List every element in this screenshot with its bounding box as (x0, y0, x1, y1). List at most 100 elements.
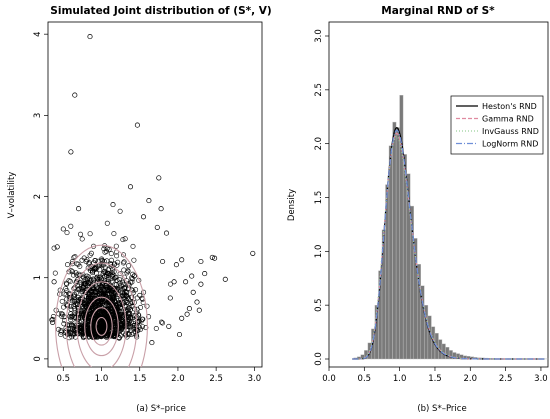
scatter-point (179, 257, 185, 263)
scatter-point (94, 270, 100, 276)
scatter-point (77, 286, 83, 292)
scatter-point (111, 333, 117, 339)
scatter-point (146, 314, 152, 320)
scatter-point (107, 314, 113, 320)
x-tick-label: 2.0 (171, 374, 185, 384)
scatter-point (59, 298, 65, 304)
left-caption: (a) S*–price (136, 404, 186, 414)
scatter-point (138, 304, 144, 310)
scatter-point (90, 288, 96, 294)
x-tick-label: 1.0 (393, 374, 407, 384)
scatter-point (111, 295, 117, 301)
scatter-point (89, 306, 95, 312)
scatter-point (58, 331, 64, 337)
scatter-point (135, 320, 141, 326)
scatter-point (121, 274, 127, 280)
scatter-point (87, 321, 93, 327)
y-tick-label: 1.0 (314, 245, 324, 259)
scatter-point (67, 330, 73, 336)
scatter-point (58, 329, 64, 335)
scatter-point (93, 265, 99, 271)
scatter-point (112, 261, 118, 267)
scatter-point (74, 283, 80, 289)
scatter-point (196, 307, 202, 313)
scatter-point (117, 208, 123, 214)
scatter-point (51, 279, 57, 285)
y-tick-label: 2 (33, 194, 43, 199)
scatter-point (54, 244, 60, 250)
scatter-point (60, 226, 66, 232)
scatter-point (94, 307, 100, 313)
scatter-point (114, 327, 120, 333)
scatter-point (95, 324, 101, 330)
scatter-point (130, 243, 136, 249)
scatter-point (68, 317, 74, 323)
scatter-point (119, 327, 125, 333)
scatter-point (149, 340, 155, 346)
scatter-point (101, 269, 107, 275)
scatter-point (104, 300, 110, 306)
scatter-point (176, 331, 183, 338)
scatter-point (68, 268, 74, 274)
scatter-point (194, 299, 200, 305)
legend-label: LogNorm RND (482, 140, 538, 149)
scatter-point (81, 275, 87, 281)
scatter-point (222, 276, 228, 282)
scatter-point (115, 259, 121, 265)
scatter-point (58, 327, 64, 333)
scatter-point (133, 287, 139, 293)
scatter-point (129, 287, 135, 293)
scatter-point (140, 214, 147, 220)
scatter-point (102, 306, 108, 312)
scatter-point (184, 311, 190, 317)
scatter-point (71, 303, 77, 309)
scatter-point (72, 291, 78, 297)
scatter-point (119, 319, 125, 325)
scatter-point (77, 272, 83, 278)
scatter-point (95, 329, 101, 335)
scatter-point (70, 269, 76, 275)
scatter-point (126, 263, 132, 269)
scatter-point (102, 249, 108, 255)
scatter-point (134, 122, 140, 128)
y-tick-label: 1.5 (314, 191, 324, 205)
scatter-point (83, 282, 89, 288)
right-density-curves (352, 127, 545, 360)
scatter-point (106, 279, 112, 285)
scatter-point (110, 274, 116, 280)
scatter-point (111, 322, 117, 328)
scatter-point (117, 277, 123, 283)
scatter-point (113, 308, 119, 314)
scatter-point (69, 313, 75, 319)
scatter-point (101, 330, 107, 336)
scatter-point (78, 231, 84, 237)
scatter-point (127, 315, 133, 321)
scatter-point (78, 325, 84, 331)
scatter-point (109, 306, 115, 312)
scatter-point (121, 259, 127, 265)
scatter-point (88, 296, 94, 302)
left-points (49, 34, 256, 346)
scatter-point (115, 285, 121, 291)
scatter-point (134, 295, 140, 301)
scatter-point (72, 297, 78, 303)
scatter-point (126, 332, 132, 338)
scatter-point (127, 311, 133, 317)
scatter-point (68, 223, 74, 229)
scatter-point (49, 317, 55, 323)
scatter-point (118, 282, 124, 288)
left-x-axis: 0.5 1.0 1.5 2.0 2.5 3.0 (57, 367, 262, 384)
histogram-bar (406, 173, 411, 360)
scatter-point (72, 92, 78, 98)
scatter-point (99, 293, 105, 299)
y-tick-label: 2.5 (314, 83, 324, 97)
x-tick-label: 3.0 (534, 374, 548, 384)
scatter-point (64, 281, 70, 287)
scatter-point (104, 258, 110, 264)
scatter-point (64, 230, 70, 236)
scatter-point (117, 271, 123, 277)
x-tick-label: 3.0 (248, 374, 262, 384)
density-curve (352, 129, 545, 360)
scatter-point (250, 250, 256, 256)
density-contour (55, 244, 148, 367)
